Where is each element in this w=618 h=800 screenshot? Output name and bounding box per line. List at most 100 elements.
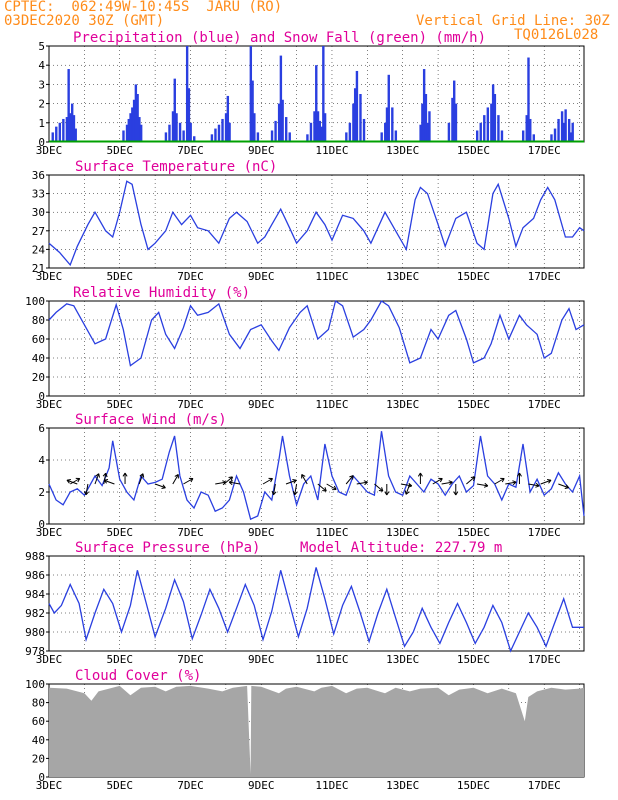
panel-6-title: Cloud Cover (%) <box>75 668 201 684</box>
wind-arrow-head <box>349 475 354 480</box>
panel-5-xtick: 3DEC <box>36 653 63 666</box>
wind-arrow-shaft <box>285 479 297 485</box>
wind-arrow-head <box>453 491 459 496</box>
panel-1-xtick: 3DEC <box>36 144 63 157</box>
panel-3-ytick: 80 <box>32 314 45 327</box>
wind-arrow-head <box>188 477 194 483</box>
wind-arrow-shaft <box>494 478 505 485</box>
wind-arrow-shaft <box>374 483 384 492</box>
panel-2-title: Surface Temperature (nC) <box>75 159 277 175</box>
precip-bar <box>134 84 138 142</box>
precip-bar <box>171 111 175 142</box>
panel-2-xtick: 11DEC <box>315 270 348 283</box>
precip-bar <box>318 120 321 142</box>
cloud-cover-area <box>49 685 584 777</box>
precip-bar <box>451 97 454 142</box>
wind-arrow-head <box>512 480 517 486</box>
precip-bar <box>173 78 176 142</box>
wind-arrow-head <box>378 487 384 492</box>
panel-4-xtick: 17DEC <box>528 526 561 539</box>
precip-bar <box>571 122 574 142</box>
wind-arrow-shaft <box>400 483 412 487</box>
wind-arrow-head <box>417 472 423 477</box>
precip-bar <box>345 132 348 142</box>
wind-arrow-shaft <box>138 473 144 485</box>
header-location: CPTEC: 062:49W-10:45S JARU (RO) <box>4 0 283 15</box>
precip-bar <box>313 111 316 142</box>
wind-arrow-head <box>483 482 489 488</box>
wind-arrow-head <box>546 478 552 484</box>
panel-6-xtick: 15DEC <box>457 779 490 792</box>
wind-arrow-shaft <box>154 483 166 489</box>
wind-arrow-head <box>470 476 476 481</box>
panel-2-ytick: 30 <box>32 206 45 219</box>
panel-2-frame <box>48 174 585 269</box>
panel-4-xtick: 3DEC <box>36 526 63 539</box>
panel-2-series-line <box>48 180 585 267</box>
wind-arrow-shaft <box>326 483 337 490</box>
precip-bar <box>323 113 327 142</box>
panel-4-ytick: 0 <box>38 518 45 531</box>
wind-arrow-shaft <box>466 476 476 485</box>
precip-bar <box>353 88 357 142</box>
panel-3-xtick: 11DEC <box>315 398 348 411</box>
panel-5-xtick: 11DEC <box>315 653 348 666</box>
wind-arrow-shaft <box>540 479 552 485</box>
wind-arrow-head <box>268 477 273 483</box>
precip-bar <box>309 122 313 142</box>
panel-2-ytick: 24 <box>32 243 46 256</box>
panel-3-xtick: 9DEC <box>248 398 275 411</box>
panel-1-ytick: 4 <box>38 59 45 72</box>
wind-arrow-head <box>404 490 410 495</box>
precip-bar <box>288 132 291 142</box>
precip-bar <box>217 124 221 142</box>
wind-arrow-shaft <box>476 483 488 487</box>
wind-arrow-shaft <box>69 478 80 485</box>
precip-bar <box>210 134 214 142</box>
panel-6-ytick: 100 <box>25 678 45 691</box>
precip-bar <box>486 107 490 142</box>
precip-bar <box>380 132 383 142</box>
panel-5-xtick: 9DEC <box>248 653 275 666</box>
panel-6-xtick: 7DEC <box>177 779 204 792</box>
panel-3-xtick: 13DEC <box>386 398 419 411</box>
precip-bar <box>320 126 323 142</box>
precip-bar <box>490 103 493 142</box>
wind-arrow-shaft <box>505 481 517 485</box>
precip-bar <box>497 115 500 142</box>
panel-1-ytick: 2 <box>38 98 45 111</box>
wind-arrow-shaft <box>215 481 227 485</box>
wind-arrow-head <box>535 482 540 488</box>
panel-1-ytick: 3 <box>38 78 45 91</box>
panel-1-xtick: 13DEC <box>386 144 419 157</box>
precip-bar <box>253 113 256 142</box>
wind-arrow-shaft <box>441 481 453 485</box>
panel-5-xtick: 7DEC <box>177 653 204 666</box>
wind-arrow-shaft <box>85 483 89 495</box>
precip-bar <box>316 111 320 142</box>
header-grid-line: Vertical Grid Line: 30Z <box>416 13 610 29</box>
panel-4-ytick: 6 <box>38 422 45 435</box>
precip-bar <box>479 122 482 142</box>
precip-bar <box>256 132 260 142</box>
wind-arrow-head <box>500 477 505 483</box>
precip-bar <box>67 69 70 142</box>
precip-bar <box>419 124 422 142</box>
wind-arrow-shaft <box>183 478 194 485</box>
precip-bar <box>175 113 178 142</box>
precip-bar <box>491 84 495 142</box>
precip-bar <box>281 99 284 142</box>
panel-1-ytick: 0 <box>38 136 45 149</box>
panel-2-xtick: 9DEC <box>248 270 275 283</box>
precip-bar <box>214 128 217 142</box>
wind-arrow-shaft <box>262 478 273 485</box>
panel-5-xtick: 15DEC <box>457 653 490 666</box>
precip-bar <box>352 103 355 142</box>
panel-6-ytick: 20 <box>32 752 45 765</box>
wind-arrow-head <box>301 474 306 479</box>
panel-6-ytick: 0 <box>38 771 45 784</box>
wind-arrow-head <box>438 477 443 483</box>
precip-bar <box>306 134 309 142</box>
